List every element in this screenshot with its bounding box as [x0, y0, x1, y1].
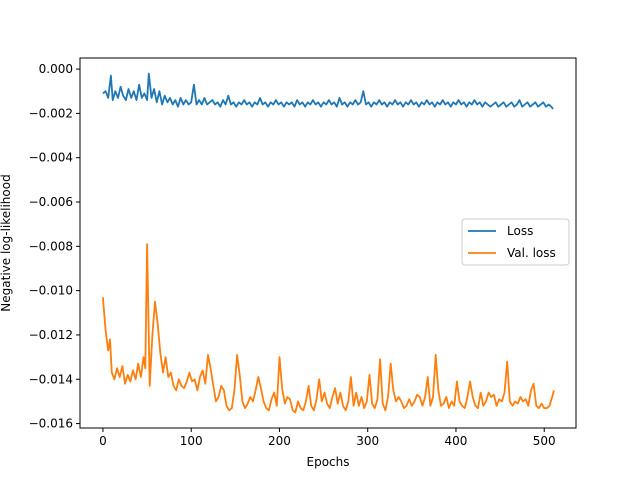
x-axis: 0 100 200 300 400 500 — [99, 428, 556, 448]
series-layer — [102, 72, 555, 414]
x-tick-label: 500 — [533, 434, 556, 448]
x-axis-label: Epochs — [307, 455, 350, 469]
x-tick-label: 400 — [445, 434, 468, 448]
y-axis: 0.000 −0.002 −0.004 −0.006 −0.008 −0.010 −0.01… — [29, 62, 80, 431]
y-tick-label: −0.014 — [29, 372, 73, 386]
x-tick-label: 0 — [99, 434, 107, 448]
y-tick-label: 0.000 — [39, 62, 73, 76]
y-tick-label: −0.010 — [29, 284, 73, 298]
plot-frame — [79, 57, 577, 429]
series-line-val-loss — [102, 243, 555, 414]
legend: Loss Val. loss — [461, 218, 570, 266]
y-tick-label: −0.012 — [29, 328, 73, 342]
series-line-loss — [102, 72, 554, 110]
x-tick-label: 300 — [356, 434, 379, 448]
y-axis-label: Negative log-likelihood — [0, 174, 13, 311]
y-tick-label: −0.004 — [29, 151, 73, 165]
x-tick-label: 200 — [268, 434, 291, 448]
y-tick-label: −0.016 — [29, 417, 73, 431]
y-tick-label: −0.006 — [29, 195, 73, 209]
y-tick-label: −0.002 — [29, 106, 73, 120]
legend-label-val-loss: Val. loss — [507, 246, 556, 260]
x-tick-label: 100 — [180, 434, 203, 448]
legend-label-loss: Loss — [507, 224, 533, 238]
y-tick-label: −0.008 — [29, 239, 73, 253]
